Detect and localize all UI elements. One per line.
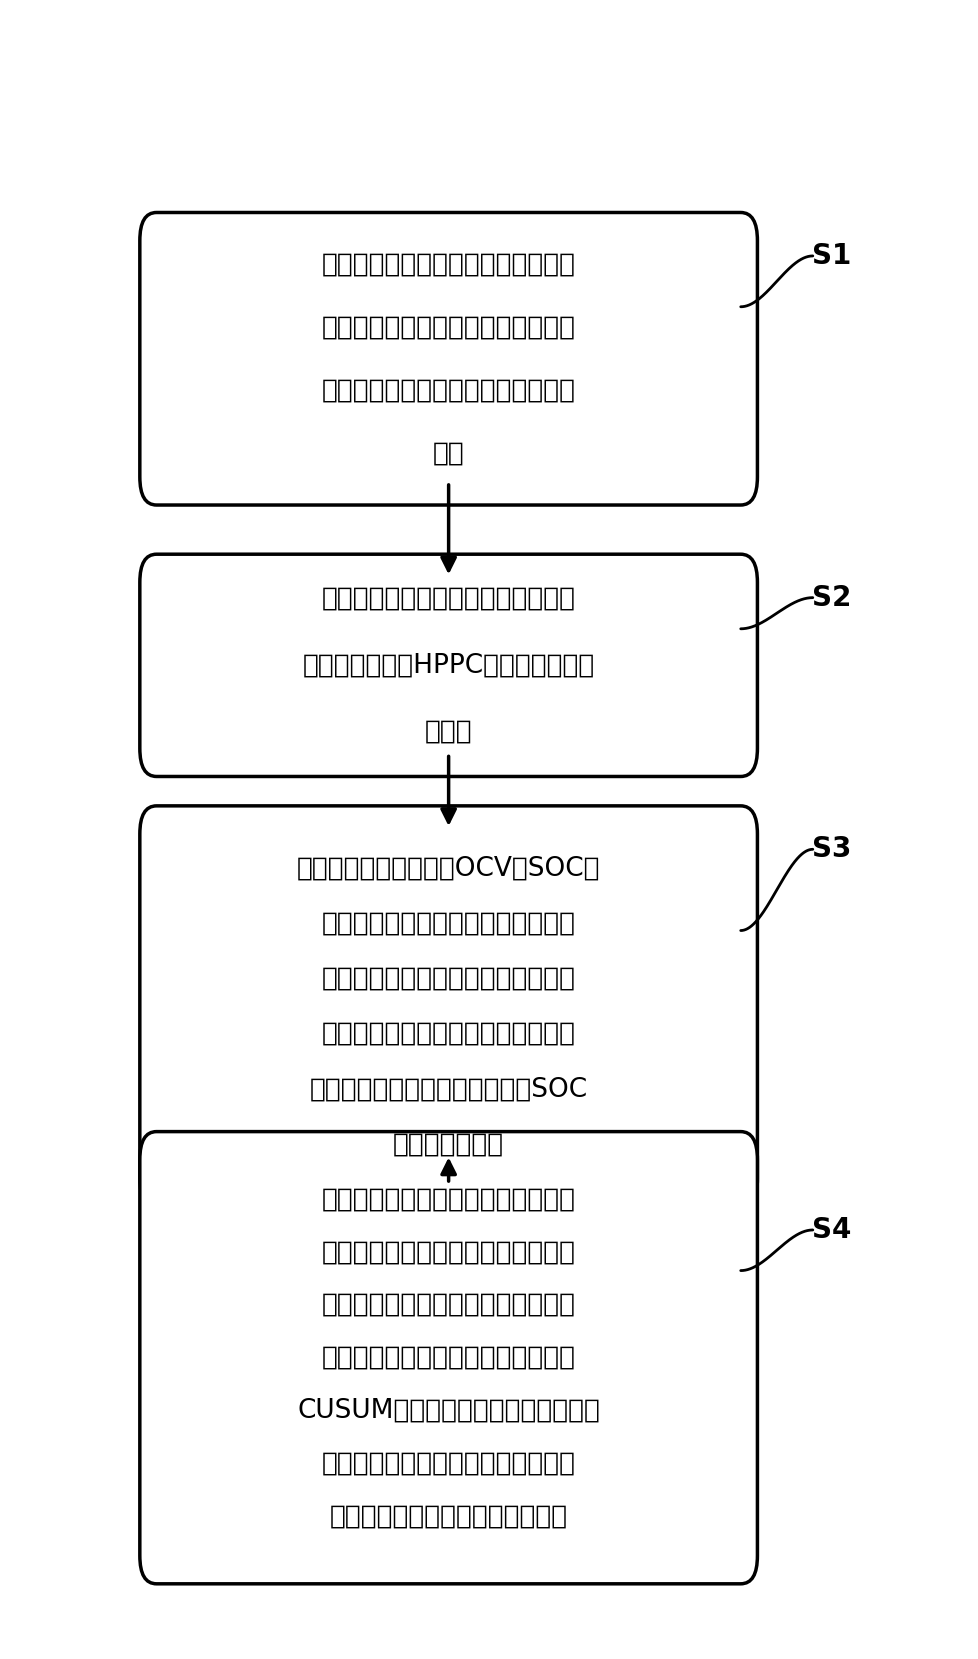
Text: S1: S1: [812, 242, 851, 270]
FancyBboxPatch shape: [140, 554, 757, 776]
Text: S4: S4: [812, 1216, 851, 1244]
Text: CUSUM测试方法进行残差评价，最终: CUSUM测试方法进行残差评价，最终: [297, 1397, 600, 1423]
Text: 的关系，在此基础上采用带有遗忘因: 的关系，在此基础上采用带有遗忘因: [322, 911, 575, 937]
Text: 通过实验数据建立电池OCV与SOC间: 通过实验数据建立电池OCV与SOC间: [296, 856, 600, 881]
Text: 向基于观测器的锂离子电池故障诊断: 向基于观测器的锂离子电池故障诊断: [322, 1186, 575, 1213]
Text: 确定锂离子电池的类型及型号并获取: 确定锂离子电池的类型及型号并获取: [322, 251, 575, 277]
Text: 模型: 模型: [432, 440, 464, 466]
Text: 之间的定量关系: 之间的定量关系: [392, 1131, 504, 1158]
Text: 在不同环境温度下，对被测电池进行: 在不同环境温度下，对被测电池进行: [322, 586, 575, 612]
Text: 征参数: 征参数: [424, 718, 472, 745]
FancyBboxPatch shape: [140, 806, 757, 1208]
FancyBboxPatch shape: [140, 1131, 757, 1584]
Text: 动态模型中的参数进行辨识，由此可: 动态模型中的参数进行辨识，由此可: [322, 1020, 575, 1047]
Text: 立电动车辆锂离子电池电热耦合动态: 立电动车辆锂离子电池电热耦合动态: [322, 377, 575, 403]
Text: 根据不同残差的组合响应情况实现锂: 根据不同残差的组合响应情况实现锂: [322, 1450, 575, 1477]
Text: 传感器测量值，通过扩展卡尔曼滤波: 传感器测量值，通过扩展卡尔曼滤波: [322, 1292, 575, 1317]
Text: 子的递归最小二乘法对电池电热耦合: 子的递归最小二乘法对电池电热耦合: [322, 966, 575, 992]
Text: 该电池相应技术参数，在此基础上建: 该电池相应技术参数，在此基础上建: [322, 314, 575, 340]
Text: S2: S2: [812, 584, 851, 612]
FancyBboxPatch shape: [140, 212, 757, 504]
Text: 离子电池传感器的故障诊断与分离: 离子电池传感器的故障诊断与分离: [330, 1503, 567, 1530]
Text: 算法估计状态量从而生成残差，使用: 算法估计状态量从而生成残差，使用: [322, 1345, 575, 1370]
Text: S3: S3: [812, 834, 851, 863]
Text: 开路电压测试及HPPC实验获得电池特: 开路电压测试及HPPC实验获得电池特: [302, 652, 595, 679]
Text: 与分离算法导入电流、电压以及温度: 与分离算法导入电流、电压以及温度: [322, 1239, 575, 1266]
Text: 获得电池参数与环境温度与电池SOC: 获得电池参数与环境温度与电池SOC: [309, 1077, 587, 1102]
